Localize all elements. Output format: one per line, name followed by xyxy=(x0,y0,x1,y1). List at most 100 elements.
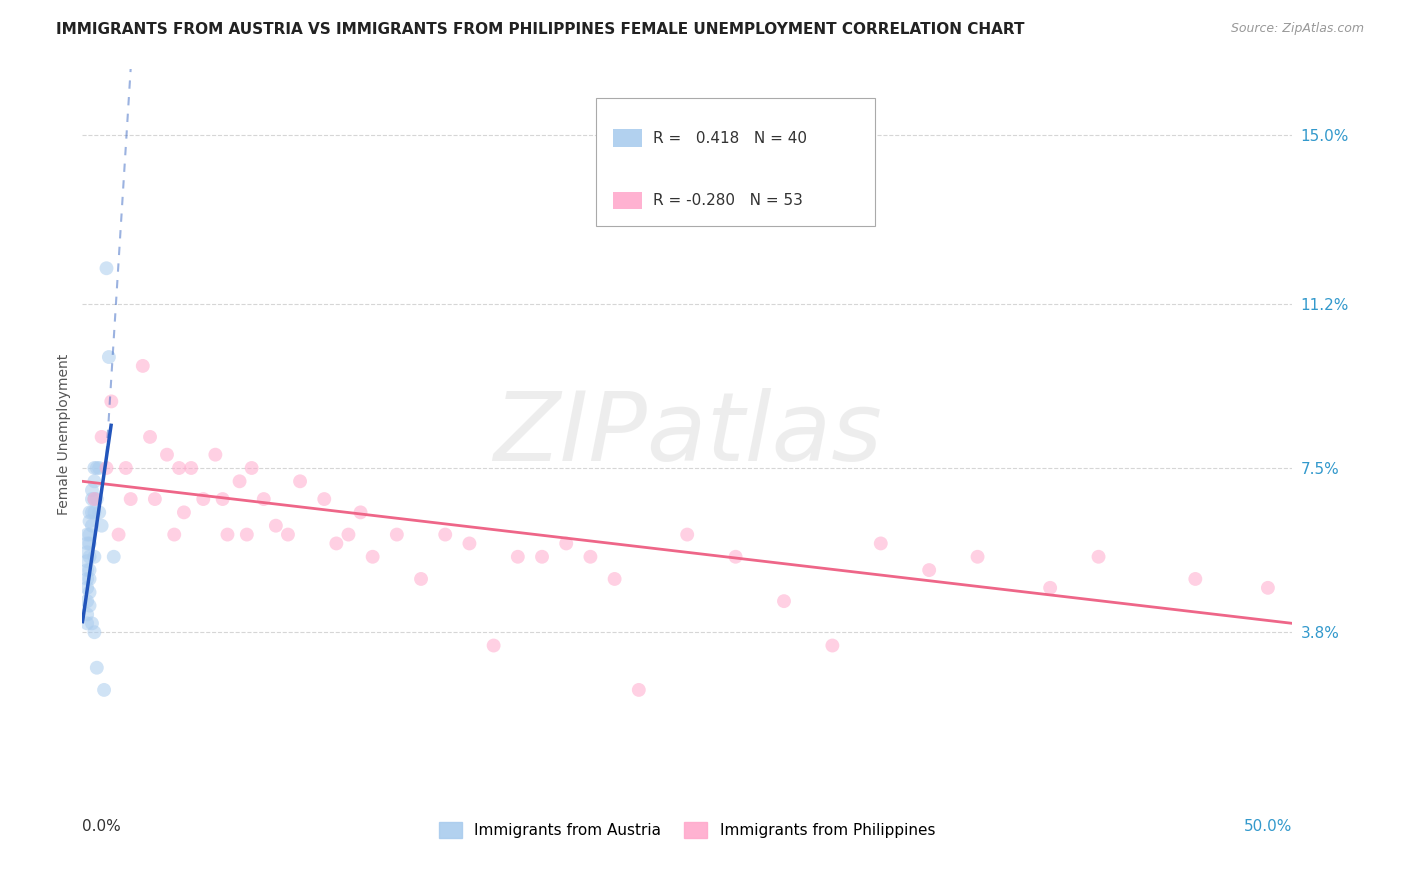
Point xyxy=(361,549,384,564)
Point xyxy=(240,461,263,475)
Point xyxy=(966,549,988,564)
Point xyxy=(173,505,195,519)
Point xyxy=(93,682,115,697)
Point xyxy=(458,536,481,550)
Point xyxy=(76,616,98,631)
Point xyxy=(90,518,112,533)
Point xyxy=(724,549,747,564)
Point xyxy=(83,491,105,506)
Point xyxy=(86,461,108,475)
Point xyxy=(627,682,650,697)
Point xyxy=(603,572,626,586)
Point xyxy=(349,505,371,519)
Point xyxy=(86,491,108,506)
Point xyxy=(79,505,101,519)
Point xyxy=(277,527,299,541)
Point xyxy=(97,350,120,364)
Point xyxy=(76,563,98,577)
Point xyxy=(76,594,98,608)
Point xyxy=(103,549,125,564)
Point xyxy=(204,448,226,462)
Point xyxy=(506,549,529,564)
Point xyxy=(79,572,101,586)
Point xyxy=(217,527,239,541)
Point xyxy=(76,572,98,586)
Point xyxy=(83,491,105,506)
Point xyxy=(107,527,129,541)
Point xyxy=(79,536,101,550)
Point xyxy=(100,394,122,409)
Point xyxy=(79,585,101,599)
Text: ZIPatlas: ZIPatlas xyxy=(492,388,882,481)
Point xyxy=(434,527,457,541)
Point xyxy=(76,545,98,559)
Point xyxy=(80,616,103,631)
Point xyxy=(79,563,101,577)
Point xyxy=(76,527,98,541)
Point xyxy=(773,594,796,608)
Point xyxy=(193,491,215,506)
Text: 0.0%: 0.0% xyxy=(83,819,121,834)
Point xyxy=(83,461,105,475)
Point xyxy=(96,461,118,475)
Point xyxy=(167,461,190,475)
Legend: Immigrants from Austria, Immigrants from Philippines: Immigrants from Austria, Immigrants from… xyxy=(433,816,941,845)
FancyBboxPatch shape xyxy=(613,192,643,209)
Point xyxy=(1184,572,1206,586)
Text: 50.0%: 50.0% xyxy=(1244,819,1292,834)
Point xyxy=(86,661,108,675)
Point xyxy=(180,461,202,475)
Point xyxy=(264,518,287,533)
Point xyxy=(79,549,101,564)
Point xyxy=(76,554,98,568)
Point xyxy=(139,430,162,444)
Y-axis label: Female Unemployment: Female Unemployment xyxy=(58,354,72,516)
Point xyxy=(80,505,103,519)
Point xyxy=(132,359,155,373)
Point xyxy=(76,607,98,622)
Point xyxy=(918,563,941,577)
FancyBboxPatch shape xyxy=(596,98,875,226)
Point xyxy=(96,261,118,276)
Point xyxy=(163,527,186,541)
Point xyxy=(676,527,699,541)
Point xyxy=(821,639,844,653)
Point xyxy=(80,483,103,498)
Point xyxy=(236,527,259,541)
Point xyxy=(1039,581,1062,595)
Point xyxy=(482,639,505,653)
Point xyxy=(120,491,142,506)
Point xyxy=(76,536,98,550)
Point xyxy=(79,514,101,528)
Point xyxy=(1257,581,1279,595)
Text: R =   0.418   N = 40: R = 0.418 N = 40 xyxy=(654,130,807,145)
Point xyxy=(83,505,105,519)
Point xyxy=(409,572,432,586)
Point xyxy=(79,599,101,613)
Point xyxy=(90,430,112,444)
Text: Source: ZipAtlas.com: Source: ZipAtlas.com xyxy=(1230,22,1364,36)
Point xyxy=(555,536,578,550)
Point xyxy=(143,491,166,506)
Point xyxy=(579,549,602,564)
Point xyxy=(83,549,105,564)
Point xyxy=(869,536,891,550)
Point xyxy=(385,527,408,541)
Point xyxy=(228,475,250,489)
Point xyxy=(531,549,554,564)
Point xyxy=(253,491,276,506)
Point xyxy=(80,518,103,533)
Point xyxy=(89,505,111,519)
Text: IMMIGRANTS FROM AUSTRIA VS IMMIGRANTS FROM PHILIPPINES FEMALE UNEMPLOYMENT CORRE: IMMIGRANTS FROM AUSTRIA VS IMMIGRANTS FR… xyxy=(56,22,1025,37)
Point xyxy=(115,461,138,475)
Point xyxy=(211,491,233,506)
Point xyxy=(80,491,103,506)
Point xyxy=(83,475,105,489)
Point xyxy=(325,536,347,550)
Point xyxy=(337,527,360,541)
Point xyxy=(83,625,105,640)
Point xyxy=(288,475,311,489)
Point xyxy=(76,581,98,595)
FancyBboxPatch shape xyxy=(613,129,643,147)
Point xyxy=(156,448,179,462)
